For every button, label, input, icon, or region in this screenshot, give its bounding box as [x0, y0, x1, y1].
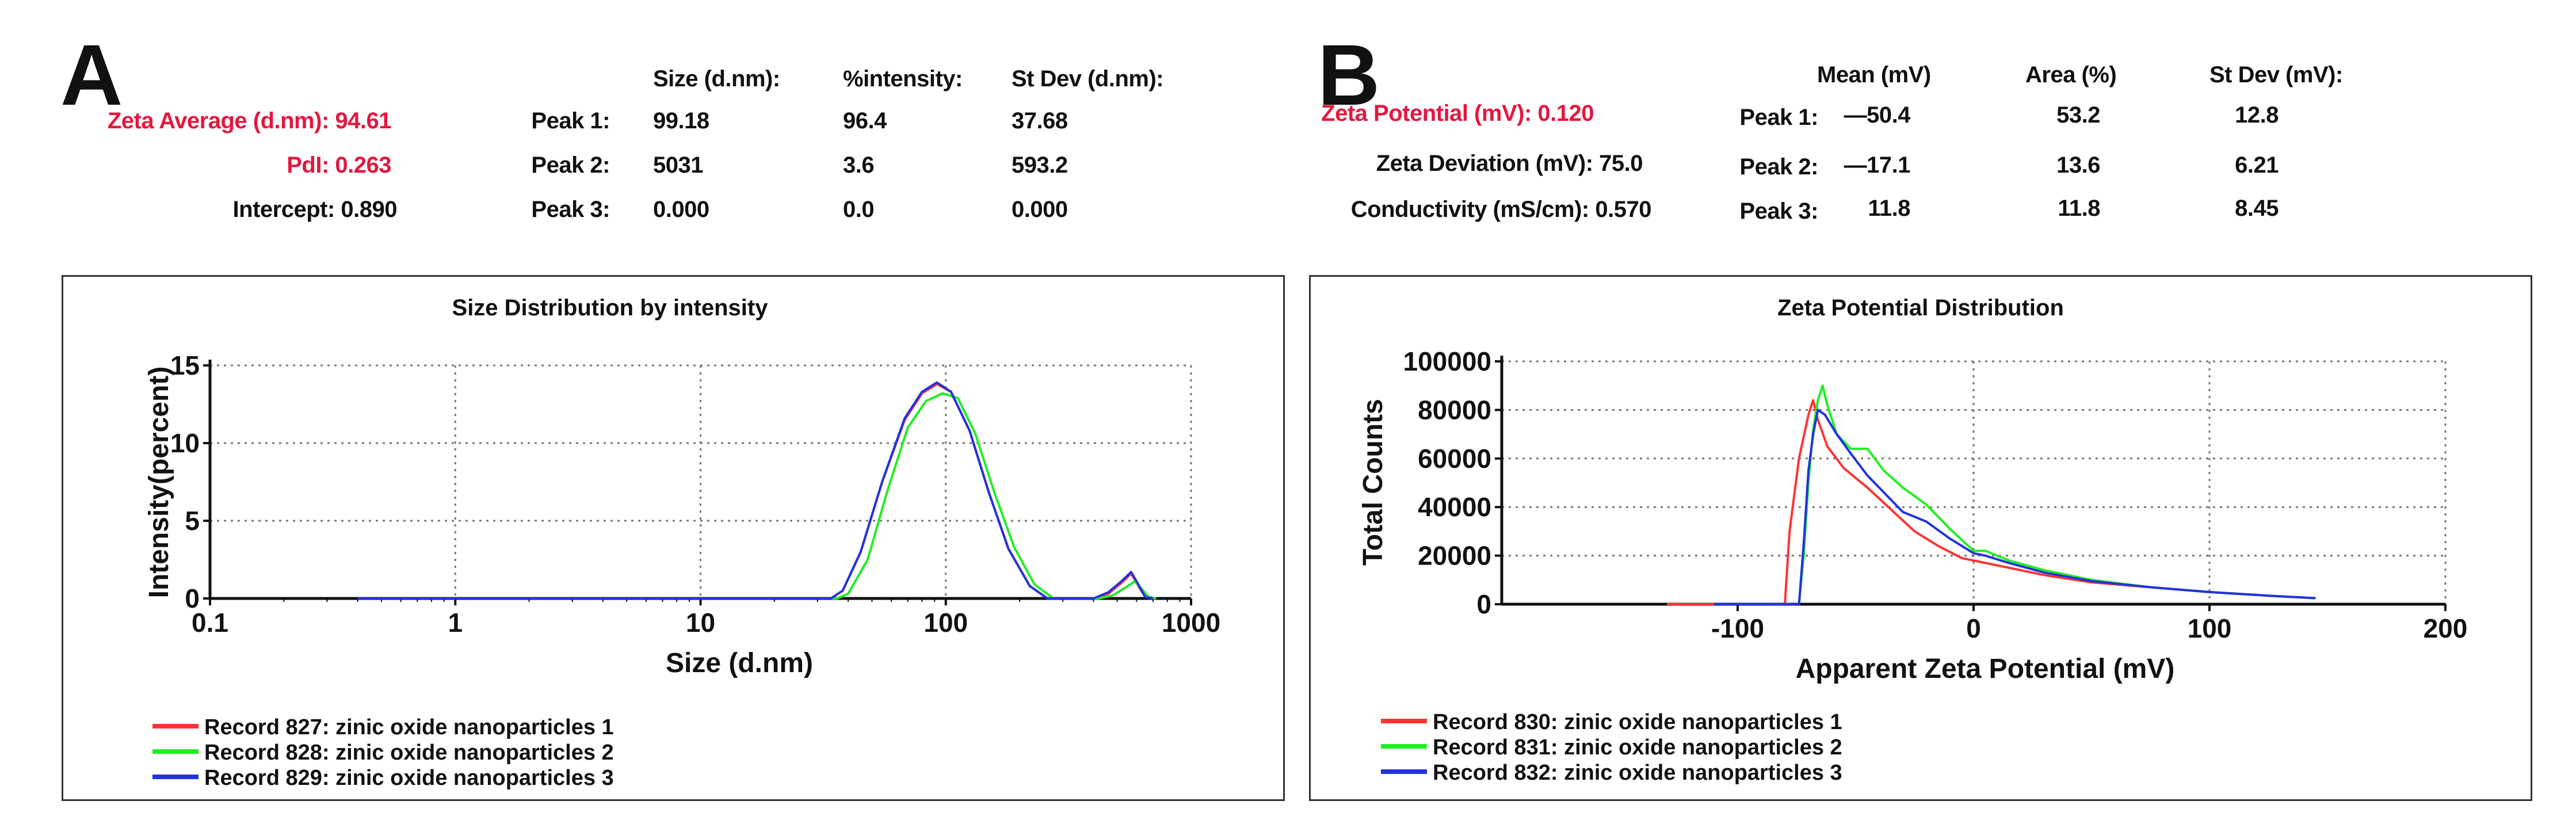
chart-title: Size Distribution by intensity: [452, 295, 769, 321]
b-cell: —17.1: [1844, 152, 1911, 178]
b-header-mean: Mean (mV): [1817, 62, 1931, 87]
legend-label: Record 827: zinic oxide nanoparticles 1: [204, 715, 614, 739]
zeta-average-value: 94.61: [335, 108, 391, 134]
y-tick-label: 5: [185, 506, 200, 536]
x-tick-label: 200: [2424, 613, 2468, 643]
series-line: [357, 392, 1157, 600]
y-tick-label: 0: [1476, 589, 1491, 619]
x-tick-label: 100: [2188, 613, 2232, 643]
a-cell: 0.000: [1012, 197, 1068, 222]
b-cell: 6.21: [2235, 152, 2279, 178]
x-axis-label: Apparent Zeta Potential (mV): [1796, 654, 2175, 684]
intercept-label: Intercept:: [232, 197, 335, 222]
a-header-stdev: St Dev (d.nm):: [1012, 66, 1164, 91]
x-tick-label: 1: [448, 608, 463, 638]
series-line: [1667, 399, 2316, 605]
legend-label: Record 828: zinic oxide nanoparticles 2: [204, 741, 614, 765]
zeta-potential-stat: Zeta Potential (mV): 0.120: [1208, 101, 1594, 127]
b-cell: 12.8: [2235, 102, 2279, 128]
panel-b-letter: B: [1318, 26, 1380, 123]
zeta-potential-label: Zeta Potential (mV):: [1321, 101, 1532, 126]
b-cell: 53.2: [2056, 102, 2100, 128]
legend-label: Record 830: zinic oxide nanoparticles 1: [1433, 710, 1842, 734]
intercept-value: 0.890: [341, 197, 397, 222]
b-cell: 13.6: [2056, 152, 2100, 178]
a-row-label: Peak 2:: [531, 152, 610, 178]
b-header-area: Area (%): [2025, 62, 2117, 87]
chart-title: Zeta Potential Distribution: [1777, 295, 2064, 321]
zeta-average-stat: Zeta Average (d.nm): 94.61: [0, 108, 392, 134]
a-cell: 5031: [653, 152, 703, 178]
a-header-intensity: %intensity:: [843, 66, 963, 91]
y-axis-label: Intensity(percent): [144, 367, 174, 598]
y-tick-label: 80000: [1418, 395, 1491, 425]
y-tick-label: 15: [170, 350, 200, 380]
series-line: [357, 381, 1154, 600]
y-tick-label: 20000: [1418, 541, 1491, 571]
a-row-label: Peak 1:: [531, 108, 610, 134]
x-axis-label: Size (d.nm): [666, 648, 813, 678]
legend-label: Record 831: zinic oxide nanoparticles 2: [1433, 735, 1842, 760]
b-cell: 11.8: [2058, 196, 2100, 221]
b-row-label: Peak 2:: [1739, 154, 1818, 180]
y-tick-label: 100000: [1403, 346, 1492, 376]
panel-a-letter: A: [60, 26, 123, 123]
x-tick-label: -100: [1711, 613, 1764, 643]
series-line: [357, 383, 1154, 600]
b-row-label: Peak 1:: [1739, 105, 1818, 130]
a-header-size: Size (d.nm):: [653, 66, 780, 91]
pdi-stat: PdI: 0.263: [0, 152, 391, 178]
legend-label: Record 832: zinic oxide nanoparticles 3: [1433, 761, 1842, 785]
a-cell: 593.2: [1012, 152, 1068, 178]
zeta-average-label: Zeta Average (d.nm):: [107, 108, 329, 134]
zeta-deviation-stat: Zeta Deviation (mV): 75.0: [1208, 151, 1643, 177]
b-cell: 8.45: [2235, 196, 2279, 221]
zeta-deviation-value: 75.0: [1599, 151, 1643, 176]
b-row-label: Peak 3:: [1739, 199, 1818, 224]
pdi-value: 0.263: [335, 152, 391, 178]
a-cell: 3.6: [843, 152, 875, 178]
a-cell: 99.18: [653, 108, 709, 134]
x-tick-label: 0.1: [192, 608, 228, 638]
legend-label: Record 829: zinic oxide nanoparticles 3: [204, 766, 614, 790]
zeta-deviation-label: Zeta Deviation (mV):: [1376, 151, 1593, 176]
a-cell: 0.0: [843, 197, 875, 222]
b-header-stdev: St Dev (mV):: [2209, 62, 2343, 87]
x-tick-label: 1000: [1162, 608, 1220, 638]
conductivity-value: 0.570: [1595, 197, 1651, 222]
y-tick-label: 40000: [1418, 492, 1491, 522]
series-line: [1714, 409, 2316, 605]
x-tick-label: 10: [686, 608, 715, 638]
a-cell: 37.68: [1012, 108, 1068, 134]
a-cell: 0.000: [653, 197, 709, 222]
intercept-stat: Intercept: 0.890: [0, 197, 398, 223]
y-tick-label: 10: [170, 428, 200, 458]
y-tick-label: 60000: [1418, 444, 1491, 474]
size-chart-frame: [62, 275, 1285, 801]
y-axis-label: Total Counts: [1358, 399, 1388, 566]
a-cell: 96.4: [843, 108, 887, 134]
a-row-label: Peak 3:: [531, 197, 610, 222]
zeta-chart-frame: [1309, 275, 2532, 801]
y-tick-label: 0: [185, 583, 200, 613]
pdi-label: PdI:: [287, 152, 329, 178]
zeta-potential-value: 0.120: [1537, 101, 1594, 126]
b-cell: —50.4: [1844, 102, 1911, 128]
x-tick-label: 0: [1966, 613, 1981, 643]
b-cell: 11.8: [1868, 196, 1910, 221]
series-line: [1714, 384, 2316, 605]
x-tick-label: 100: [923, 608, 968, 638]
conductivity-stat: Conductivity (mS/cm): 0.570: [1208, 197, 1652, 223]
conductivity-label: Conductivity (mS/cm):: [1350, 197, 1589, 222]
